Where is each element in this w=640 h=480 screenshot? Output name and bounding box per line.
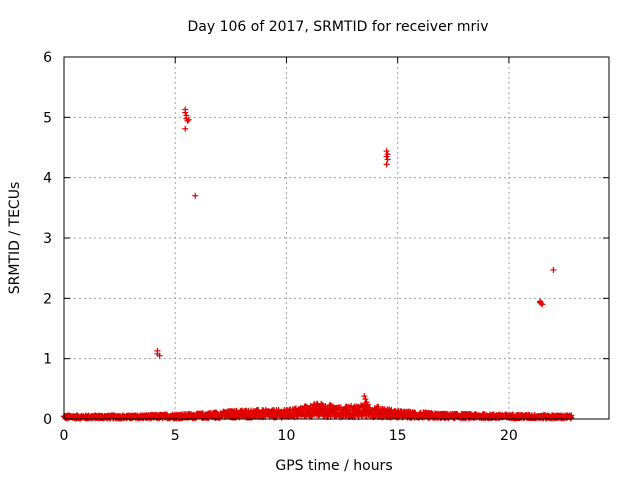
outlier-point (383, 153, 390, 160)
y-tick-label: 1 (43, 352, 52, 368)
outlier-point (192, 192, 199, 199)
axis-ticks: 0 5 10 15 20 0 1 2 3 4 5 6 (43, 50, 609, 444)
outlier-point (383, 161, 390, 168)
x-tick-label: 0 (60, 428, 69, 444)
outlier-point (184, 117, 191, 124)
x-tick-label: 15 (389, 428, 407, 444)
chart-title: Day 106 of 2017, SRMTID for receiver mri… (188, 19, 489, 35)
outlier-point (362, 396, 369, 403)
baseline-point (375, 403, 382, 410)
outlier-point (364, 401, 371, 408)
x-axis-label: GPS time / hours (275, 458, 392, 474)
y-tick-label: 5 (43, 110, 52, 126)
baseline-point (318, 400, 325, 407)
x-tick-label: 5 (171, 428, 180, 444)
data-points (60, 106, 575, 422)
y-tick-label: 3 (43, 231, 52, 247)
outlier-point (182, 125, 189, 132)
outlier-point (185, 116, 192, 123)
y-tick-label: 4 (43, 171, 52, 187)
x-tick-label: 20 (500, 428, 518, 444)
y-tick-label: 6 (43, 50, 52, 66)
outlier-point (538, 300, 545, 307)
outlier-point (182, 109, 189, 116)
y-tick-label: 2 (43, 291, 52, 307)
y-axis-label: SRMTID / TECUs (7, 182, 23, 295)
outlier-point (156, 352, 163, 359)
outlier-point (550, 266, 557, 273)
plot-frame (63, 56, 610, 420)
baseline-point (567, 414, 574, 421)
outlier-point (361, 393, 368, 400)
grid (64, 57, 609, 419)
outlier-point (537, 299, 544, 306)
y-tick-label: 0 (43, 412, 52, 428)
outlier-point (384, 156, 391, 163)
outlier-point (383, 148, 390, 155)
x-tick-label: 10 (278, 428, 296, 444)
